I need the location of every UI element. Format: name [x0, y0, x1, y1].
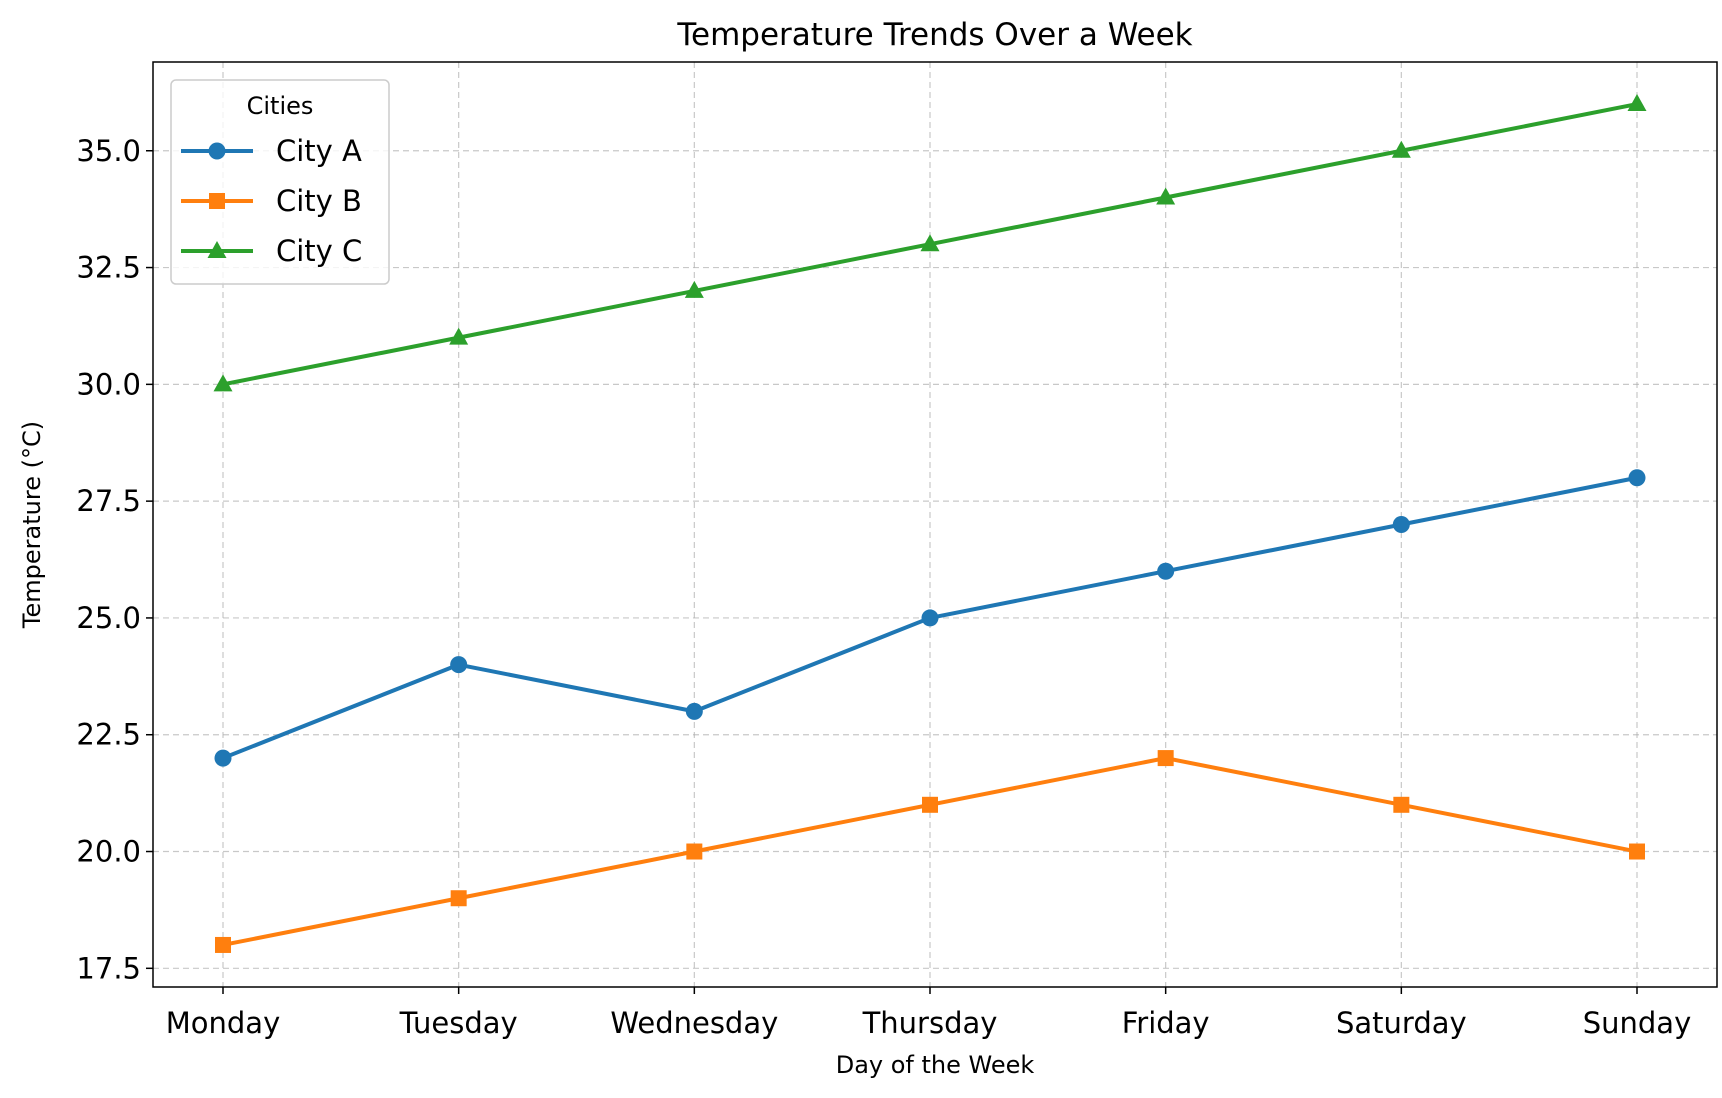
x-tick-label: Thursday	[862, 1006, 998, 1040]
data-point	[686, 843, 703, 860]
x-tick-label: Wednesday	[610, 1006, 778, 1040]
series-city-b	[215, 750, 1645, 953]
data-point	[450, 656, 468, 674]
x-axis-ticks: Monday Tuesday Wednesday Thursday Friday Satu…	[166, 987, 1692, 1040]
data-point	[922, 796, 938, 813]
y-tick-label: 20.0	[76, 835, 141, 869]
data-point	[215, 936, 231, 953]
x-tick-label: Monday	[166, 1006, 281, 1040]
legend-entry: City B	[181, 184, 362, 218]
data-point	[1628, 469, 1646, 487]
data-point	[1157, 562, 1175, 580]
data-point	[1391, 140, 1411, 158]
legend: Cities City A City B City C	[170, 79, 390, 285]
x-tick-label: Tuesday	[399, 1006, 518, 1040]
legend-label: City B	[276, 184, 362, 218]
legend-marker	[208, 142, 226, 160]
data-point	[920, 234, 940, 252]
legend-title: Cities	[247, 92, 314, 120]
legend-marker	[209, 193, 225, 209]
y-tick-label: 17.5	[76, 951, 141, 985]
y-tick-label: 35.0	[76, 134, 141, 168]
data-point	[1392, 516, 1410, 533]
data-point	[214, 749, 232, 767]
data-point	[921, 609, 939, 627]
x-tick-label: Saturday	[1336, 1006, 1467, 1040]
y-tick-label: 30.0	[76, 367, 141, 401]
legend-label: City C	[276, 234, 362, 268]
data-point	[1393, 796, 1410, 813]
data-point	[213, 374, 233, 392]
legend-entries: City A City B City C	[181, 134, 362, 268]
y-axis-label: Temperature (°C)	[18, 421, 46, 629]
data-point	[1627, 94, 1647, 112]
data-point	[1156, 187, 1176, 205]
data-point	[450, 890, 467, 907]
data-point	[1157, 750, 1174, 767]
legend-marker	[207, 241, 227, 258]
series-layer	[213, 94, 1647, 953]
series-city-a	[214, 469, 1646, 767]
legend-box	[170, 79, 390, 285]
x-tick-label: Sunday	[1583, 1006, 1692, 1040]
y-tick-label: 27.5	[76, 484, 141, 518]
data-point	[1629, 843, 1645, 860]
chart-title: Temperature Trends Over a Week	[676, 17, 1192, 53]
series-city-c	[213, 94, 1647, 392]
data-point	[684, 280, 704, 298]
legend-entry: City C	[181, 234, 362, 268]
data-point	[449, 327, 469, 345]
y-axis-ticks: 17.5 20.0 22.5 25.0 27.5 30.0 32.5 35.0	[76, 134, 153, 985]
y-tick-label: 32.5	[76, 251, 141, 285]
legend-entry: City A	[181, 134, 362, 168]
legend-label: City A	[276, 134, 362, 168]
plot-frame	[152, 61, 1718, 988]
y-tick-label: 25.0	[76, 601, 141, 635]
x-tick-label: Friday	[1122, 1006, 1210, 1040]
y-tick-label: 22.5	[76, 718, 141, 752]
x-axis-label: Day of the Week	[836, 1051, 1035, 1079]
data-point	[685, 702, 703, 720]
